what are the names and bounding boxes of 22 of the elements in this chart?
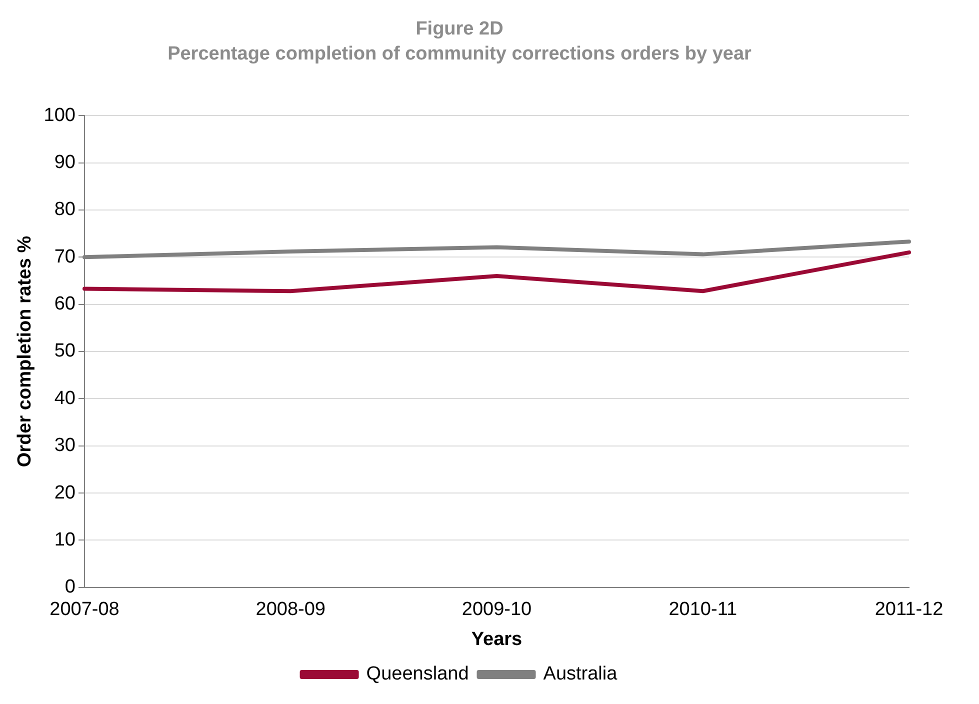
y-tick-label: 90 <box>54 152 76 174</box>
x-tick-label: 2007-08 <box>50 599 120 620</box>
y-tick-label: 10 <box>54 529 76 550</box>
y-tick-label: 80 <box>54 199 76 220</box>
chart-title: Figure 2D <box>416 18 504 40</box>
legend-label: Australia <box>543 664 618 685</box>
y-tick-label: 50 <box>54 340 76 362</box>
y-tick-label: 0 <box>64 576 76 598</box>
y-tick-label: 70 <box>54 246 76 268</box>
y-tick-label: 20 <box>54 482 76 504</box>
y-tick-label: 60 <box>54 294 76 315</box>
chart-subtitle: Percentage completion of community corrections orders by year <box>168 43 752 64</box>
y-tick-label: 40 <box>54 388 76 409</box>
x-tick-label: 2008-09 <box>256 599 326 620</box>
y-tick-label: 100 <box>44 104 76 126</box>
y-axis-title: Order completion rates % <box>14 236 36 468</box>
x-tick-label: 2011-12 <box>874 599 944 620</box>
x-tick-label: 2009-10 <box>462 599 532 620</box>
x-tick-label: 2010-11 <box>668 599 738 620</box>
y-tick-label: 30 <box>54 435 76 456</box>
legend-label: Queensland <box>366 664 469 685</box>
x-axis-title: Years <box>471 628 522 650</box>
